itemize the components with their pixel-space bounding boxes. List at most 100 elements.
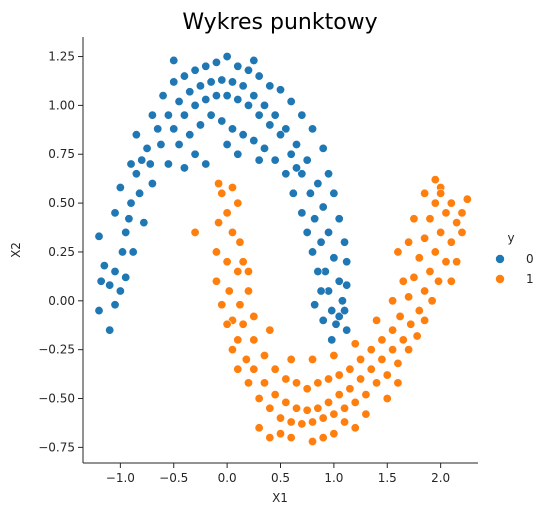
scatter-point-series-1 <box>227 227 237 237</box>
scatter-point-series-0 <box>292 163 302 173</box>
scatter-point-series-0 <box>324 286 334 296</box>
scatter-point-series-1 <box>420 315 430 325</box>
scatter-point-series-0 <box>340 306 350 316</box>
scatter-point-series-1 <box>388 296 398 306</box>
scatter-point-series-0 <box>249 91 259 101</box>
y-tick-label: 0.00 <box>48 294 75 308</box>
scatter-point-series-1 <box>318 413 328 423</box>
scatter-point-series-1 <box>302 384 312 394</box>
scatter-point-series-1 <box>420 233 430 243</box>
scatter-point-series-0 <box>145 159 155 169</box>
legend-marker-1 <box>495 274 505 284</box>
scatter-point-series-1 <box>265 325 275 335</box>
scatter-point-series-1 <box>409 272 419 282</box>
scatter-point-series-1 <box>452 218 462 228</box>
scatter-point-series-1 <box>350 397 360 407</box>
scatter-point-series-0 <box>124 214 134 224</box>
y-tick-label: −0.75 <box>38 440 75 454</box>
scatter-point-series-1 <box>329 409 339 419</box>
scatter-point-series-0 <box>238 130 248 140</box>
scatter-point-series-0 <box>329 253 339 263</box>
scatter-point-series-0 <box>310 214 320 224</box>
scatter-point-series-1 <box>366 364 376 374</box>
scatter-point-series-0 <box>249 136 259 146</box>
scatter-point-series-1 <box>345 364 355 374</box>
scatter-point-series-0 <box>110 266 120 276</box>
scatter-point-series-0 <box>96 276 106 286</box>
scatter-point-series-0 <box>195 81 205 91</box>
scatter-point-series-1 <box>243 378 253 388</box>
scatter-point-series-1 <box>446 198 456 208</box>
scatter-point-series-1 <box>259 351 269 361</box>
scatter-point-series-1 <box>190 227 200 237</box>
scatter-point-series-0 <box>121 272 131 282</box>
scatter-point-series-1 <box>286 354 296 364</box>
scatter-point-series-0 <box>142 143 152 153</box>
scatter-point-series-0 <box>327 335 337 345</box>
scatter-point-series-0 <box>318 202 328 212</box>
scatter-point-series-1 <box>462 194 472 204</box>
scatter-point-series-1 <box>241 354 251 364</box>
scatter-point-series-1 <box>254 423 264 433</box>
scatter-point-series-1 <box>238 257 248 267</box>
legend-marker-0 <box>495 254 505 264</box>
scatter-point-series-1 <box>222 257 232 267</box>
scatter-point-series-1 <box>334 390 344 400</box>
scatter-point-series-1 <box>404 292 414 302</box>
scatter-point-series-0 <box>334 311 344 321</box>
scatter-point-series-0 <box>156 139 166 149</box>
x-tick-label: 0.5 <box>271 471 290 485</box>
scatter-point-series-0 <box>310 300 320 310</box>
scatter-point-series-1 <box>318 433 328 443</box>
scatter-point-series-1 <box>457 227 467 237</box>
scatter-point-series-0 <box>329 188 339 198</box>
scatter-point-series-1 <box>366 345 376 355</box>
scatter-point-series-0 <box>281 124 291 134</box>
scatter-point-series-1 <box>340 403 350 413</box>
scatter-point-series-0 <box>275 85 285 95</box>
scatter-point-series-0 <box>316 237 326 247</box>
scatter-point-series-1 <box>393 378 403 388</box>
scatter-point-series-0 <box>174 96 184 106</box>
scatter-point-series-1 <box>446 276 456 286</box>
scatter-point-series-1 <box>356 354 366 364</box>
scatter-point-series-1 <box>398 335 408 345</box>
scatter-point-series-1 <box>235 300 245 310</box>
legend-title: y <box>507 231 514 245</box>
scatter-point-series-1 <box>235 237 245 247</box>
scatter-point-series-0 <box>201 95 211 105</box>
scatter-point-series-0 <box>327 306 337 316</box>
y-ticks: −0.75 −0.50 −0.25 0.00 0.25 0.50 0.75 1.00 1.25 <box>38 50 83 454</box>
scatter-point-series-1 <box>243 286 253 296</box>
scatter-point-series-0 <box>342 280 352 290</box>
scatter-point-series-1 <box>409 214 419 224</box>
scatter-point-series-0 <box>137 155 147 165</box>
scatter-point-series-0 <box>163 110 173 120</box>
scatter-point-series-0 <box>265 120 275 130</box>
scatter-point-series-0 <box>342 325 352 335</box>
scatter-point-series-0 <box>121 227 131 237</box>
scatter-point-series-0 <box>126 159 136 169</box>
scatter-point-series-0 <box>179 71 189 81</box>
scatter-point-series-0 <box>131 130 141 140</box>
scatter-point-series-0 <box>110 300 120 310</box>
scatter-point-series-1 <box>425 266 435 276</box>
scatter-point-series-0 <box>115 182 125 192</box>
scatter-point-series-0 <box>297 169 307 179</box>
scatter-point-series-0 <box>179 163 189 173</box>
scatter-point-series-0 <box>302 227 312 237</box>
scatter-point-series-1 <box>388 345 398 355</box>
scatter-point-series-0 <box>217 116 227 126</box>
scatter-point-series-1 <box>412 331 422 341</box>
scatter-point-series-0 <box>302 155 312 165</box>
scatter-point-series-0 <box>308 124 318 134</box>
scatter-point-series-0 <box>190 149 200 159</box>
scatter-point-series-1 <box>214 179 224 189</box>
scatter-point-series-0 <box>233 149 243 159</box>
scatter-point-series-0 <box>206 77 216 87</box>
scatter-point-series-0 <box>249 55 259 65</box>
scatter-point-series-0 <box>334 276 344 286</box>
scatter-point-series-1 <box>286 433 296 443</box>
scatter-point-series-0 <box>222 52 232 62</box>
